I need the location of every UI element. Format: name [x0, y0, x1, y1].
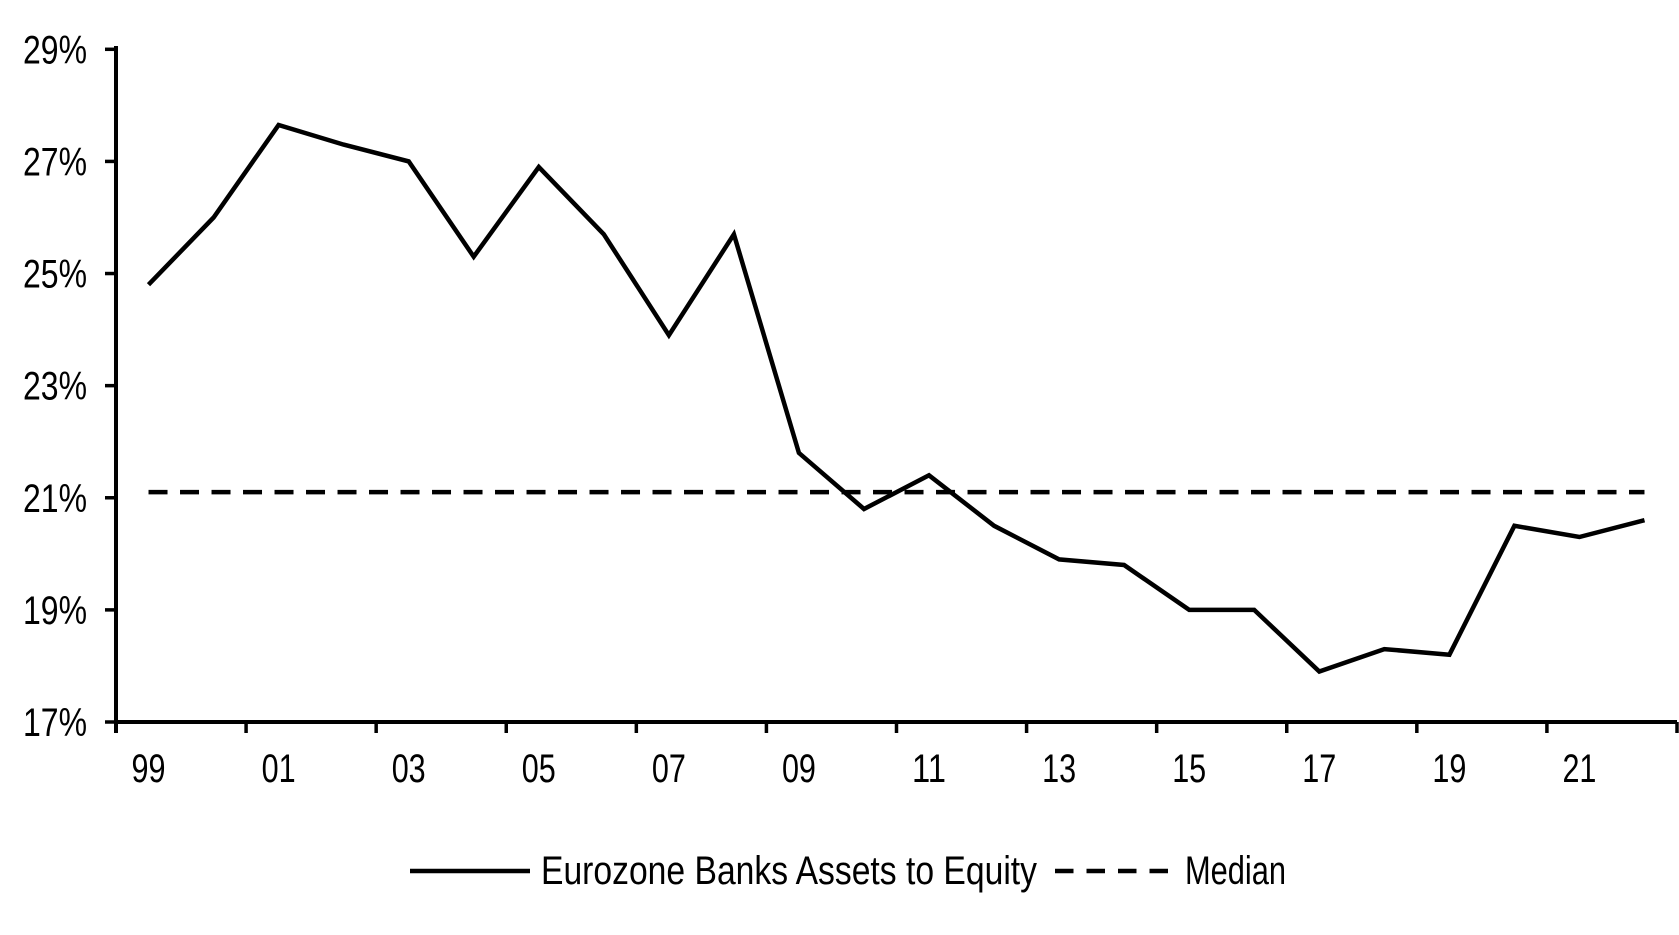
y-axis-tick-label: 19% — [23, 589, 87, 633]
x-axis-tick-label: 01 — [262, 747, 296, 791]
x-axis-tick-label: 99 — [132, 747, 166, 791]
x-axis-tick-label: 17 — [1302, 747, 1336, 791]
x-axis-tick-label: 13 — [1042, 747, 1076, 791]
x-axis-tick-label: 09 — [782, 747, 816, 791]
y-axis-tick-label: 29% — [23, 28, 87, 72]
y-axis-tick-label: 27% — [23, 140, 87, 184]
legend-label-median: Median — [1185, 849, 1286, 893]
x-axis-tick-label: 19 — [1432, 747, 1466, 791]
x-axis-tick-label: 11 — [912, 747, 946, 791]
x-axis-tick-label: 07 — [652, 747, 686, 791]
legend-label-eurozone-banks-assets-to-equity: Eurozone Banks Assets to Equity — [541, 849, 1037, 893]
x-axis-tick-label: 21 — [1562, 747, 1596, 791]
x-axis-tick-label: 05 — [522, 747, 556, 791]
legend: Eurozone Banks Assets to Equity Median — [410, 849, 1286, 893]
x-axis-tick-label: 03 — [392, 747, 426, 791]
eurozone-banks-assets-to-equity-line — [146, 122, 1646, 675]
y-axis-tick-label: 25% — [23, 253, 87, 297]
x-axis-tick-label: 15 — [1172, 747, 1206, 791]
y-axis-tick-label: 21% — [23, 477, 87, 521]
y-axis-tick-label: 17% — [23, 701, 87, 745]
y-axis-tick-label: 23% — [23, 365, 87, 409]
